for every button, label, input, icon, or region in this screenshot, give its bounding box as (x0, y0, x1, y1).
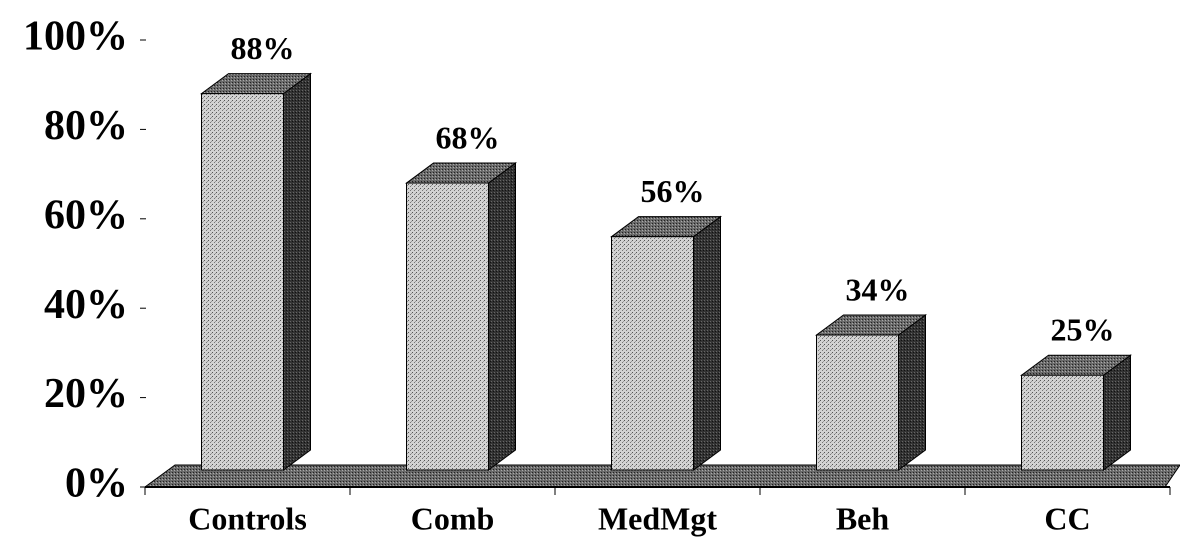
x-tick-label: Controls (188, 500, 307, 536)
value-label: 56% (641, 173, 705, 209)
y-tick-label: 60% (44, 192, 128, 238)
y-tick-label: 0% (65, 461, 128, 507)
bar-side (693, 215, 721, 471)
value-label: 25% (1051, 312, 1115, 348)
bar (816, 334, 899, 471)
bar-side (283, 72, 311, 471)
x-tick-label: MedMgt (598, 500, 717, 536)
x-tick-label: CC (1044, 500, 1090, 536)
value-label: 88% (231, 30, 295, 66)
bar (611, 236, 694, 471)
x-tick-label: Beh (836, 500, 890, 536)
value-label: 68% (436, 119, 500, 155)
bar-side (488, 162, 516, 471)
y-tick-label: 100% (23, 14, 128, 60)
bar-side (898, 314, 926, 471)
value-label: 34% (846, 271, 910, 307)
y-tick-label: 80% (44, 103, 128, 149)
y-tick-label: 40% (44, 282, 128, 328)
bar (1021, 374, 1104, 471)
y-tick-label: 20% (44, 371, 128, 417)
bar (201, 93, 284, 471)
bar (406, 182, 489, 471)
x-tick-label: Comb (411, 500, 495, 536)
